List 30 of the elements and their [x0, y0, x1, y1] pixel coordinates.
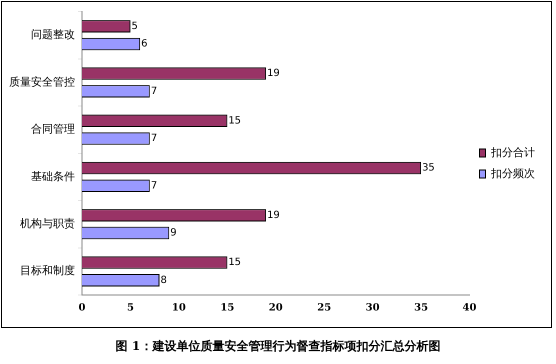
- x-tick-label: 25: [317, 302, 332, 314]
- x-tick-label: 35: [414, 302, 428, 314]
- data-label: 5: [131, 20, 138, 32]
- data-label: 35: [422, 162, 435, 174]
- legend-label: 扣分频次: [490, 166, 535, 180]
- data-label: 19: [267, 210, 280, 221]
- data-label: 7: [150, 86, 158, 97]
- x-tick-label: 40: [462, 302, 476, 314]
- y-tick-label: 机构与职责: [20, 217, 75, 230]
- data-label: 15: [228, 115, 242, 126]
- x-tick-label: 10: [172, 302, 186, 314]
- data-label: 7: [150, 180, 158, 192]
- data-label: 8: [160, 274, 167, 286]
- y-tick-label: 问题整改: [31, 28, 75, 42]
- legend-label: 扣分合计: [490, 146, 535, 159]
- y-tick-label: 目标和制度: [20, 264, 75, 278]
- x-tick-label: 5: [126, 302, 134, 314]
- y-tick-label: 基础条件: [31, 170, 75, 183]
- text: 图 1：建设单位质量安全管理行为督查指标项扣分汇总分析图: [114, 338, 442, 355]
- data-label: 15: [228, 257, 242, 268]
- x-tick-label: 30: [366, 302, 380, 314]
- data-label: 9: [170, 228, 177, 239]
- y-tick-label: 合同管理: [31, 122, 75, 136]
- x-tick-label: 15: [220, 302, 234, 314]
- data-label: 19: [267, 68, 280, 80]
- x-tick-label: 0: [78, 302, 86, 314]
- y-tick-label: 质量安全管控: [9, 75, 75, 88]
- x-tick-label: 20: [268, 302, 283, 314]
- data-label: 6: [141, 38, 148, 50]
- data-label: 7: [150, 133, 158, 144]
